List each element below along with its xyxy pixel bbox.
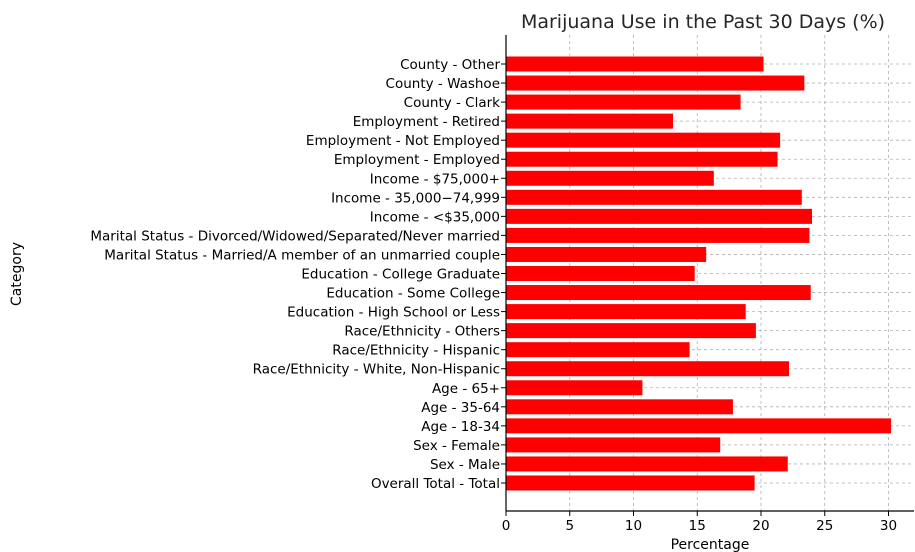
category-label: Age - 35-64: [421, 400, 500, 416]
bar: [506, 94, 741, 110]
category-labels: Overall Total - Total Sex - Male Sex - Fem…: [90, 57, 500, 492]
bar: [506, 113, 674, 129]
bar: [506, 323, 756, 339]
category-label: Sex - Male: [430, 457, 500, 473]
x-tick-label: 30: [880, 518, 897, 534]
bars: [506, 56, 892, 491]
bar: [506, 170, 714, 186]
bar: [506, 227, 810, 243]
bar: [506, 266, 695, 281]
category-label: Education - College Graduate: [301, 267, 500, 283]
bar: [506, 399, 733, 415]
category-label: Income - $75,000+: [370, 171, 500, 187]
category-label: Age - 18-34: [421, 419, 500, 435]
category-label: Income - <$35,000: [370, 209, 500, 225]
x-tick-label: 10: [625, 518, 642, 534]
axes: 0 5 10 15 20 25 30: [501, 35, 914, 534]
category-label: Race/Ethnicity - Others: [344, 324, 500, 340]
bar: [506, 208, 812, 224]
bar: [506, 437, 721, 453]
y-axis-label: Category: [9, 242, 25, 306]
x-tick-label: 5: [565, 518, 574, 534]
category-label: County - Clark: [404, 95, 501, 111]
bar: [506, 304, 746, 320]
bar: [506, 56, 764, 72]
category-label: Employment - Employed: [334, 152, 500, 168]
x-axis-label: Percentage: [671, 537, 750, 552]
category-label: Sex - Female: [413, 438, 500, 454]
bar: [506, 189, 802, 205]
bar: [506, 75, 805, 91]
x-tick-label: 20: [752, 518, 769, 534]
category-label: Employment - Retired: [353, 114, 500, 130]
category-label: Income - 35,000−74,999: [331, 190, 500, 206]
category-label: Education - High School or Less: [287, 305, 500, 321]
bar: [506, 285, 811, 301]
bar: [506, 361, 790, 377]
bar: [506, 342, 690, 358]
bar: [506, 151, 778, 167]
category-label: Marital Status - Married/A member of an …: [104, 247, 500, 263]
x-tick-label: 15: [689, 518, 706, 534]
bar: [506, 246, 707, 262]
bar: [506, 380, 643, 396]
category-label: Race/Ethnicity - Hispanic: [332, 343, 500, 359]
category-label: Education - Some College: [326, 286, 500, 302]
x-tick-label: 0: [502, 518, 511, 534]
category-label: Marital Status - Divorced/Widowed/Separa…: [90, 228, 500, 244]
bar: [506, 475, 755, 491]
category-label: County - Other: [400, 57, 500, 73]
x-tick-label: 25: [816, 518, 833, 534]
bar: [506, 456, 788, 472]
category-label: Age - 65+: [432, 381, 500, 397]
category-label: Race/Ethnicity - White, Non-Hispanic: [253, 362, 500, 378]
bar: [506, 418, 892, 434]
chart-title: Marijuana Use in the Past 30 Days (%): [521, 11, 885, 33]
bar: [506, 132, 781, 148]
category-label: County - Washoe: [386, 76, 500, 92]
category-label: Overall Total - Total: [371, 476, 500, 492]
category-label: Employment - Not Employed: [306, 133, 500, 149]
